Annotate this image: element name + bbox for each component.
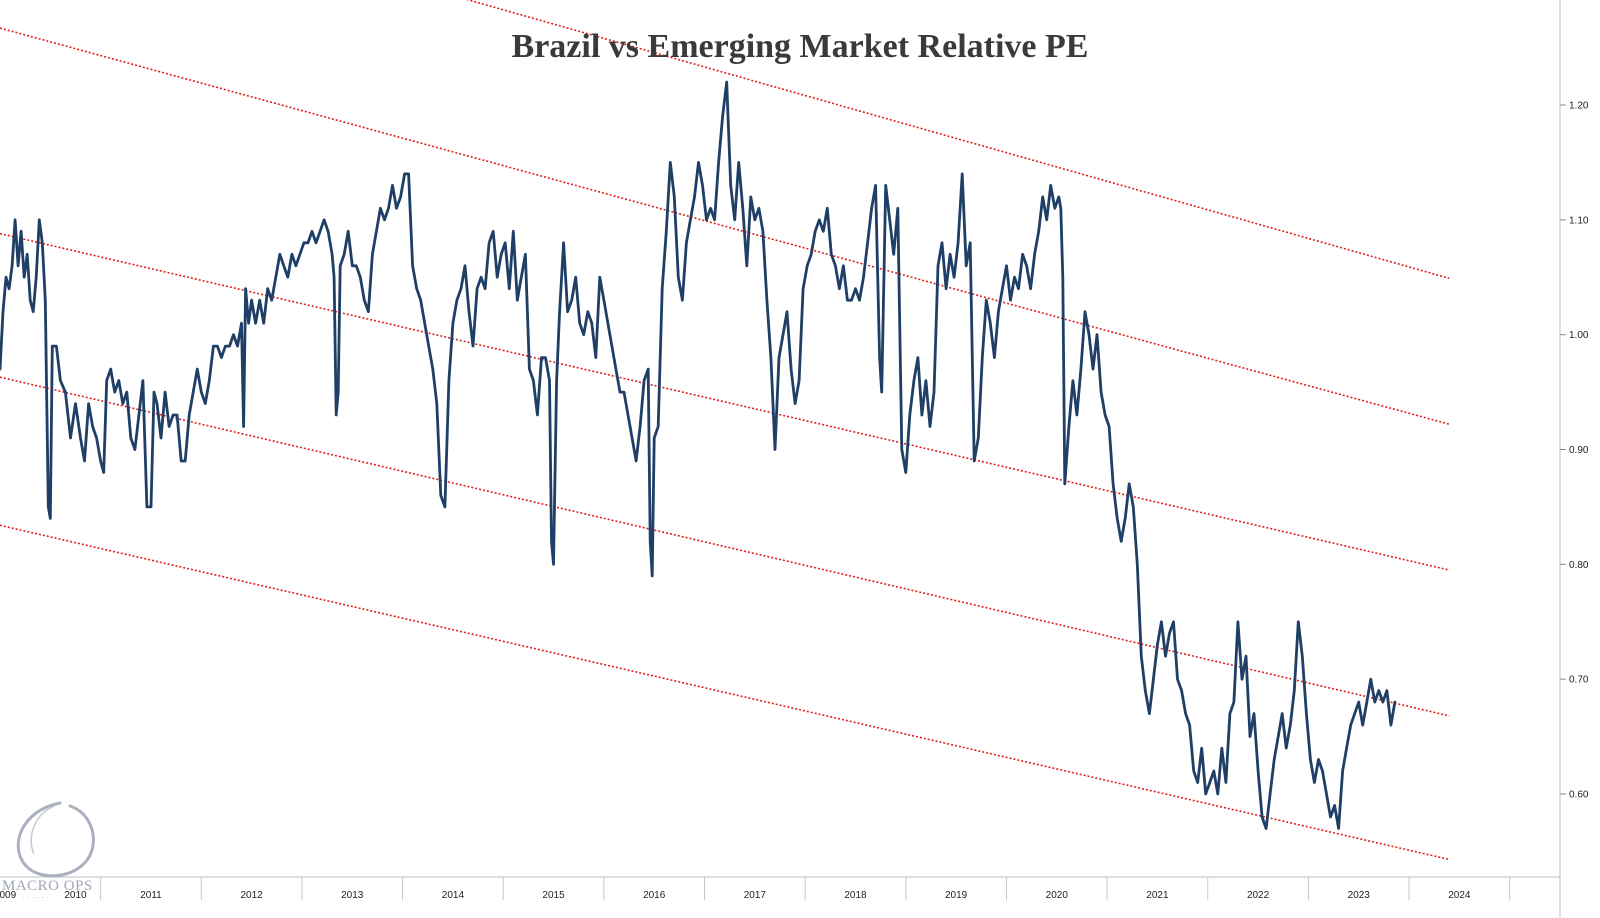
x-tick-label: 2018 — [844, 890, 867, 901]
y-tick-label: 1.10 — [1569, 215, 1589, 226]
x-tick-label: 2014 — [442, 890, 465, 901]
x-tick-label: 2023 — [1348, 890, 1371, 901]
x-tick-label: 2024 — [1448, 890, 1471, 901]
trend-channel-line-4 — [0, 376, 1450, 717]
x-tick-label: 2016 — [643, 890, 666, 901]
logo-ring-icon — [16, 801, 95, 878]
x-tick-label: 2020 — [1046, 890, 1069, 901]
trend-channel-line-1 — [465, 0, 1450, 280]
axes — [0, 0, 1561, 918]
trend-channel-line-2 — [0, 27, 1450, 426]
trend-channel — [0, 0, 1450, 861]
series-line-relative-pe — [0, 80, 1397, 830]
logo-dots: · · · · · · — [22, 893, 49, 902]
series-layer — [0, 80, 1397, 830]
x-tick-label: 2010 — [64, 890, 87, 901]
x-tick-label: 2017 — [744, 890, 767, 901]
x-tick-label: 2019 — [945, 890, 968, 901]
x-tick-label: 2021 — [1146, 890, 1169, 901]
x-tick-label: 2013 — [341, 890, 364, 901]
x-tick-label: 2022 — [1247, 890, 1270, 901]
logo-brush-icon — [30, 805, 56, 855]
x-gridlines — [100, 877, 1511, 900]
x-tick-label: 2011 — [140, 890, 162, 901]
y-tick-label: 0.80 — [1569, 560, 1589, 571]
x-axis-ticks: 2009 2010 2011 2012 2013 2014 2015 2016 2017 2018… — [0, 890, 1471, 901]
y-tick-label: 0.60 — [1569, 790, 1589, 801]
y-tick-label: 0.70 — [1569, 675, 1589, 686]
chart-title: Brazil vs Emerging Market Relative PE — [512, 28, 1089, 65]
x-tick-label: 2009 — [0, 890, 17, 901]
y-tick-label: 1.00 — [1569, 330, 1589, 341]
logo-text: MACRO OPS — [2, 878, 93, 894]
x-tick-label: 2012 — [240, 890, 263, 901]
macro-ops-logo: MACRO OPS · · · · · · — [2, 801, 95, 902]
x-tick-label: 2015 — [542, 890, 565, 901]
y-axis-ticks: 0.60 0.70 0.80 0.90 1.00 1.10 1.20 — [1560, 101, 1589, 801]
y-tick-label: 1.20 — [1569, 101, 1589, 112]
y-tick-label: 0.90 — [1569, 445, 1589, 456]
